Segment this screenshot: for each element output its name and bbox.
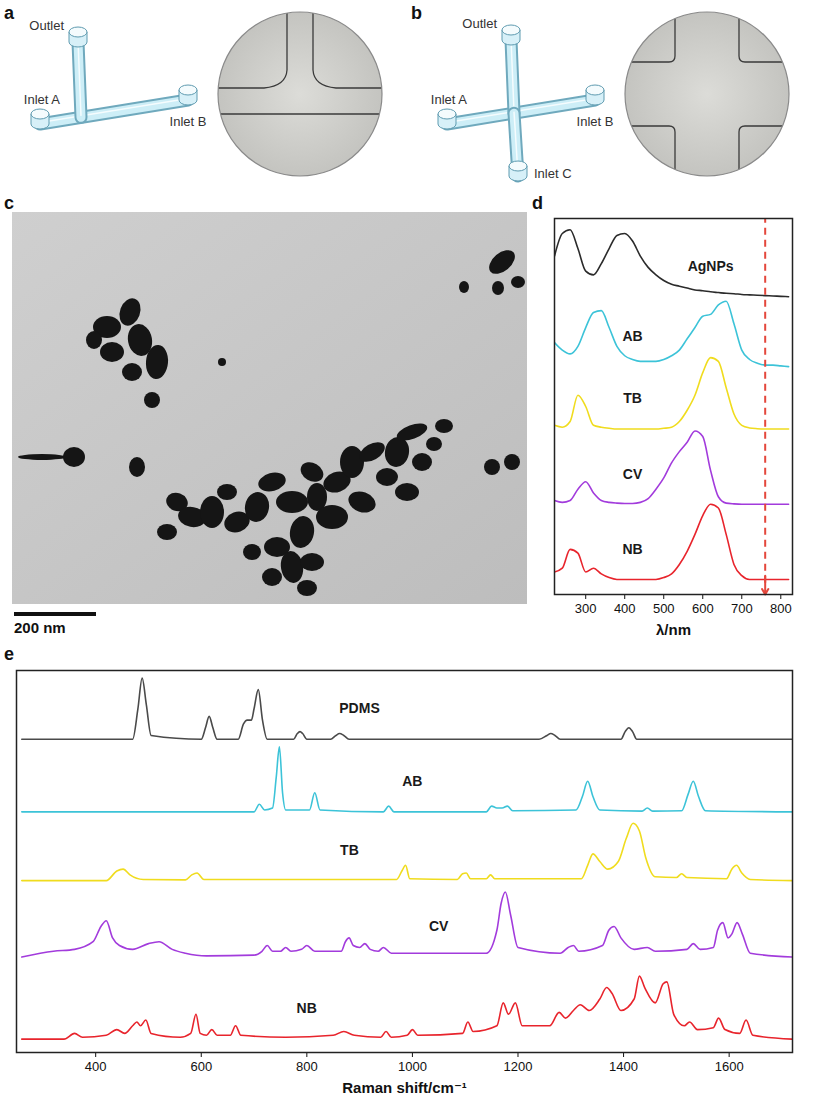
svg-text:700: 700 (731, 601, 753, 616)
html-text:b: b (411, 3, 422, 23)
svg-text:AB: AB (402, 773, 422, 789)
svg-text:1600: 1600 (715, 1059, 744, 1074)
svg-text:CV: CV (623, 466, 643, 482)
html-text:200 nm: 200 nm (14, 619, 66, 636)
svg-text:1000: 1000 (398, 1059, 427, 1074)
svg-text:400: 400 (85, 1059, 107, 1074)
svg-text:λ/nm: λ/nm (656, 621, 691, 638)
svg-text:Inlet B: Inlet B (577, 114, 614, 129)
html-text:d: d (532, 193, 543, 213)
svg-text:NB: NB (622, 541, 642, 557)
svg-text:Raman shift/cm⁻¹: Raman shift/cm⁻¹ (342, 1079, 467, 1096)
svg-text:NB: NB (297, 1000, 317, 1016)
svg-text:800: 800 (296, 1059, 318, 1074)
svg-text:1200: 1200 (504, 1059, 533, 1074)
svg-text:AB: AB (622, 328, 642, 344)
svg-text:600: 600 (692, 601, 714, 616)
svg-text:Inlet B: Inlet B (170, 114, 207, 129)
svg-text:Outlet: Outlet (29, 18, 64, 33)
svg-text:PDMS: PDMS (339, 700, 379, 716)
html-text:e: e (4, 644, 14, 664)
svg-text:400: 400 (614, 601, 636, 616)
svg-text:AgNPs: AgNPs (688, 258, 734, 274)
svg-text:Inlet C: Inlet C (534, 166, 572, 181)
svg-text:CV: CV (429, 918, 449, 934)
svg-text:600: 600 (190, 1059, 212, 1074)
html-text:c: c (4, 193, 14, 213)
svg-text:Inlet A: Inlet A (24, 92, 60, 107)
svg-text:Inlet A: Inlet A (431, 92, 467, 107)
svg-text:300: 300 (575, 601, 597, 616)
svg-text:500: 500 (653, 601, 675, 616)
svg-text:TB: TB (623, 390, 642, 406)
svg-text:Outlet: Outlet (462, 16, 497, 31)
svg-text:800: 800 (770, 601, 792, 616)
svg-text:TB: TB (340, 842, 359, 858)
svg-text:1400: 1400 (609, 1059, 638, 1074)
html-text:a: a (4, 3, 14, 23)
